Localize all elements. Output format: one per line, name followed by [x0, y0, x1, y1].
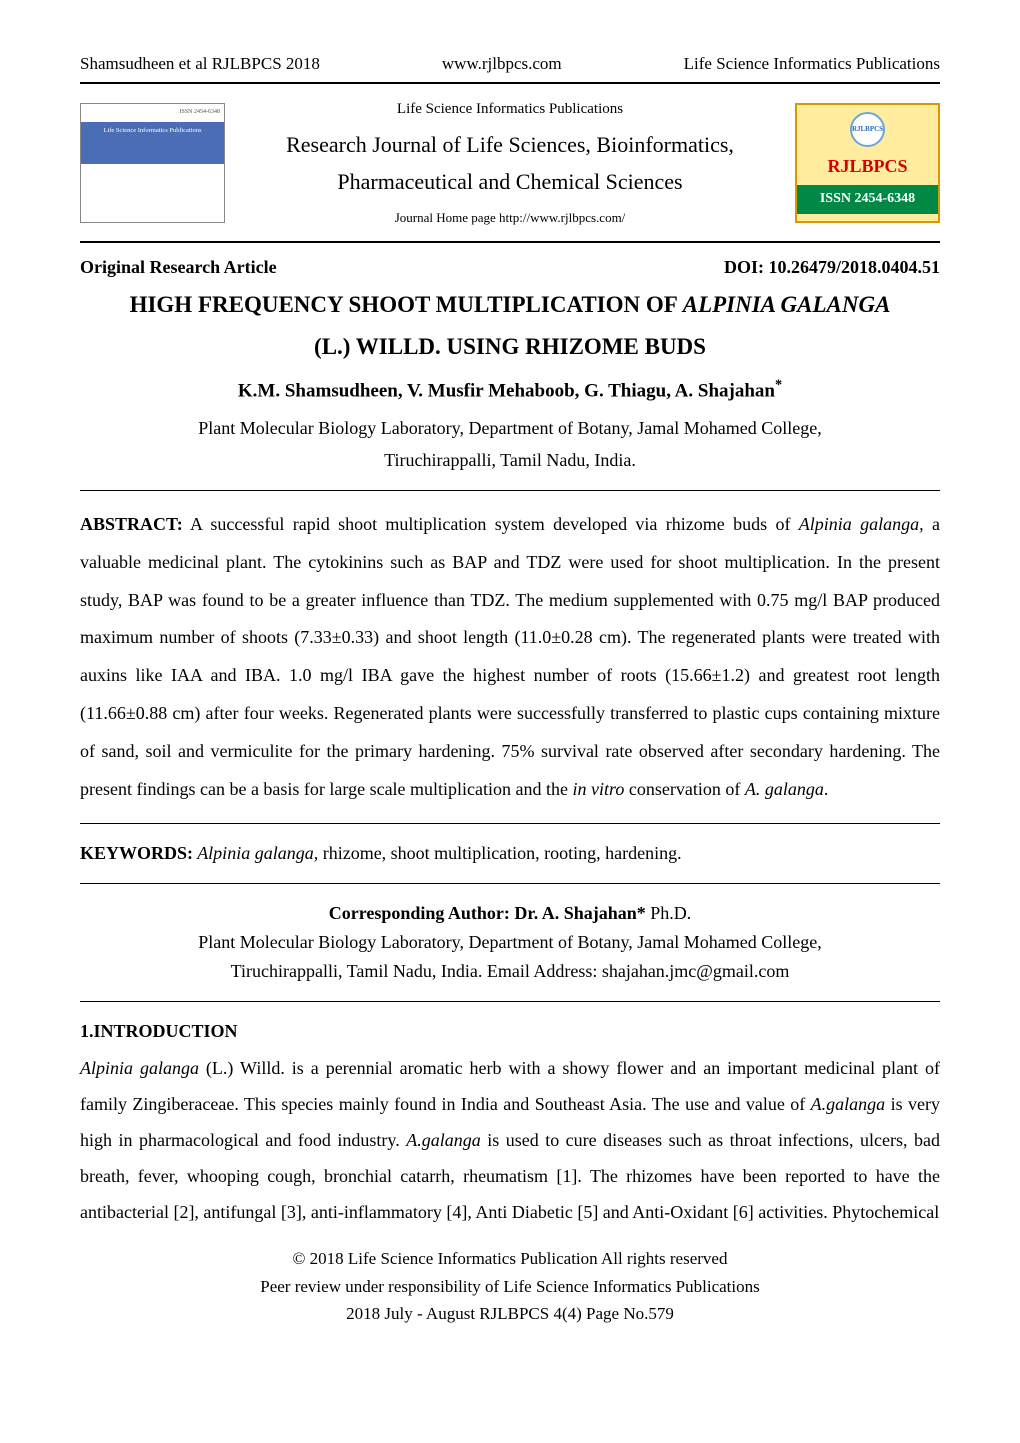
paper-title-line-2: (L.) WILLD. USING RHIZOME BUDS [80, 329, 940, 366]
journal-title-line-1: Research Journal of Life Sciences, Bioin… [235, 127, 785, 162]
keywords-italic: Alpinia galanga, [193, 843, 318, 863]
divider [80, 1001, 940, 1002]
abstract-text-1: A successful rapid shoot multiplication … [183, 514, 799, 534]
abstract-invitro: in vitro [573, 779, 625, 799]
footer-copyright: © 2018 Life Science Informatics Publicat… [80, 1245, 940, 1272]
divider [80, 823, 940, 824]
introduction-body: Alpinia galanga (L.) Willd. is a perenni… [80, 1050, 940, 1230]
abstract-text-3: conservation of [624, 779, 744, 799]
corresponding-name-row: Corresponding Author: Dr. A. Shajahan* P… [80, 899, 940, 928]
divider [80, 241, 940, 243]
intro-species-2: A.galanga [811, 1094, 886, 1114]
header-left: Shamsudheen et al RJLBPCS 2018 [80, 50, 320, 77]
divider [80, 82, 940, 84]
intro-species-1: Alpinia galanga [80, 1058, 199, 1078]
footer-peer-review: Peer review under responsibility of Life… [80, 1273, 940, 1300]
header-right: Life Science Informatics Publications [684, 50, 940, 77]
title-text-pre: HIGH FREQUENCY SHOOT MULTIPLICATION OF [130, 292, 683, 317]
keywords: KEYWORDS: Alpinia galanga, rhizome, shoo… [80, 839, 940, 868]
abstract-species-2: A. galanga [745, 779, 824, 799]
introduction-heading: 1.INTRODUCTION [80, 1017, 940, 1046]
publisher-name: Life Science Informatics Publications [235, 97, 785, 121]
abstract-species-1: Alpinia galanga, [799, 514, 924, 534]
affiliation-line-1: Plant Molecular Biology Laboratory, Depa… [80, 414, 940, 443]
corresponding-affiliation-2: Tiruchirappalli, Tamil Nadu, India. Emai… [80, 957, 940, 986]
affiliation-line-2: Tiruchirappalli, Tamil Nadu, India. [80, 446, 940, 475]
title-species-italic: ALPINIA GALANGA [683, 292, 891, 317]
badge-issn: ISSN 2454-6348 [797, 185, 938, 213]
running-header: Shamsudheen et al RJLBPCS 2018 www.rjlbp… [80, 50, 940, 77]
journal-title-line-2: Pharmaceutical and Chemical Sciences [235, 164, 785, 199]
banner-center: Life Science Informatics Publications Re… [235, 97, 785, 228]
author-names: K.M. Shamsudheen, V. Musfir Mehaboob, G.… [238, 380, 775, 401]
cover-text: Life Science Informatics Publications [81, 122, 224, 164]
footer-issue-page: 2018 July - August RJLBPCS 4(4) Page No.… [80, 1300, 940, 1327]
journal-home-page: Journal Home page http://www.rjlbpcs.com… [235, 208, 785, 229]
article-doi: DOI: 10.26479/2018.0404.51 [724, 253, 940, 282]
intro-species-3: A.galanga [406, 1130, 481, 1150]
keywords-text: rhizome, shoot multiplication, rooting, … [318, 843, 681, 863]
divider [80, 883, 940, 884]
abstract-text-2: a valuable medicinal plant. The cytokini… [80, 514, 940, 799]
article-meta-row: Original Research Article DOI: 10.26479/… [80, 253, 940, 282]
divider [80, 490, 940, 491]
corresponding-marker: * [775, 377, 782, 393]
keywords-label: KEYWORDS: [80, 843, 193, 863]
journal-cover-thumbnail: ISSN 2454-6348 Life Science Informatics … [80, 103, 225, 223]
abstract-text-4: . [824, 779, 829, 799]
journal-badge: RJLBPCS RJLBPCS ISSN 2454-6348 [795, 103, 940, 223]
page-footer: © 2018 Life Science Informatics Publicat… [80, 1245, 940, 1327]
authors: K.M. Shamsudheen, V. Musfir Mehaboob, G.… [80, 374, 940, 407]
corresponding-author: Corresponding Author: Dr. A. Shajahan* P… [80, 899, 940, 985]
badge-abbrev: RJLBPCS [827, 152, 907, 181]
paper-title-line-1: HIGH FREQUENCY SHOOT MULTIPLICATION OF A… [80, 287, 940, 324]
corresponding-degree: Ph.D. [646, 903, 692, 923]
header-center: www.rjlbpcs.com [442, 50, 562, 77]
article-type: Original Research Article [80, 253, 277, 282]
corresponding-affiliation-1: Plant Molecular Biology Laboratory, Depa… [80, 928, 940, 957]
abstract-label: ABSTRACT: [80, 514, 183, 534]
cover-issn-small: ISSN 2454-6348 [81, 104, 224, 122]
corresponding-label: Corresponding Author: Dr. A. Shajahan* [329, 903, 646, 923]
abstract: ABSTRACT: A successful rapid shoot multi… [80, 506, 940, 808]
journal-banner: ISSN 2454-6348 Life Science Informatics … [80, 89, 940, 236]
badge-circle-icon: RJLBPCS [850, 112, 885, 147]
